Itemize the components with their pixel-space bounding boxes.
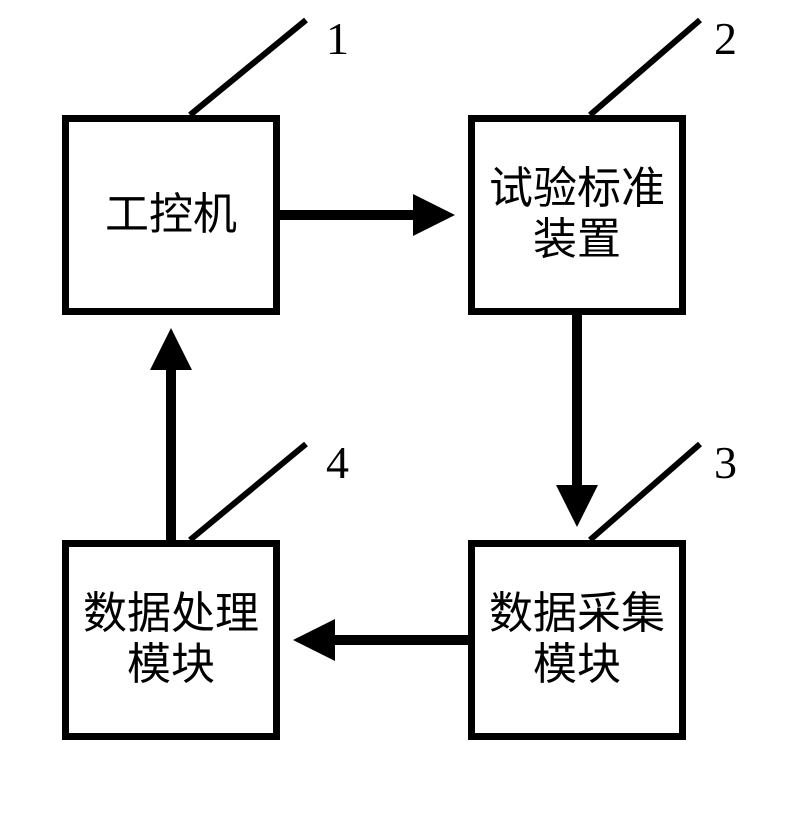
- node-data-processing-module: 数据处理 模块: [62, 540, 280, 740]
- callout-number-1: 1: [326, 12, 349, 65]
- node-test-standard-device-label: 试验标准 装置: [489, 164, 665, 265]
- node-data-processing-module-label: 数据处理 模块: [83, 589, 259, 690]
- callout-number-4: 4: [326, 436, 349, 489]
- node-test-standard-device: 试验标准 装置: [468, 115, 686, 315]
- callout-number-2: 2: [714, 12, 737, 65]
- node-ipc: 工控机: [62, 115, 280, 315]
- node-data-acquisition-module-label: 数据采集 模块: [489, 589, 665, 690]
- callout-number-3: 3: [714, 436, 737, 489]
- node-ipc-label: 工控机: [105, 190, 237, 241]
- node-data-acquisition-module: 数据采集 模块: [468, 540, 686, 740]
